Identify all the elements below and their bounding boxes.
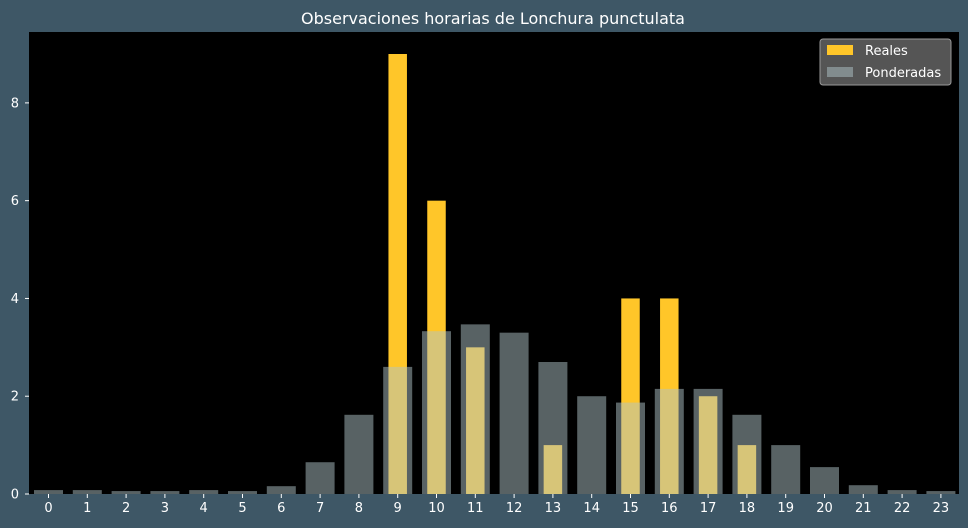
x-tick-label-15: 15 xyxy=(622,501,639,516)
x-tick-label-17: 17 xyxy=(700,501,717,516)
bar-ponderadas-8 xyxy=(344,414,374,494)
y-tick-label-4: 4 xyxy=(11,292,19,307)
x-tick-label-23: 23 xyxy=(933,501,950,516)
legend-label-reales: Reales xyxy=(865,44,908,59)
bar-ponderadas-9 xyxy=(383,366,413,494)
series-ponderadas xyxy=(34,324,956,494)
bar-ponderadas-13 xyxy=(538,362,568,494)
bar-ponderadas-5 xyxy=(228,491,257,494)
x-tick-label-21: 21 xyxy=(855,501,872,516)
bar-ponderadas-6 xyxy=(266,486,296,494)
bar-ponderadas-4 xyxy=(189,490,219,494)
x-tick-label-14: 14 xyxy=(583,501,600,516)
bar-ponderadas-17 xyxy=(693,388,723,494)
x-tick-label-13: 13 xyxy=(545,501,562,516)
bar-ponderadas-3 xyxy=(150,491,180,494)
x-tick-label-7: 7 xyxy=(316,501,324,516)
x-tick-label-4: 4 xyxy=(200,501,208,516)
y-tick-label-8: 8 xyxy=(11,96,19,111)
bar-ponderadas-20 xyxy=(810,467,839,494)
bar-ponderadas-10 xyxy=(422,331,451,494)
x-tick-label-3: 3 xyxy=(161,501,169,516)
bar-ponderadas-1 xyxy=(72,490,102,494)
x-tick-label-6: 6 xyxy=(277,501,285,516)
y-tick-label-0: 0 xyxy=(11,488,19,503)
x-tick-label-9: 9 xyxy=(394,501,402,516)
legend: Reales Ponderadas xyxy=(819,38,952,86)
bar-ponderadas-7 xyxy=(305,462,335,494)
legend-swatch-ponderadas xyxy=(827,67,853,77)
bar-ponderadas-12 xyxy=(499,332,529,494)
x-axis: 0 1 2 3 4 5 6 7 8 9 10 11 12 13 14 15 16 17 18 19 20 21 22 23 xyxy=(44,494,949,516)
y-tick-label-6: 6 xyxy=(11,194,19,209)
x-tick-label-18: 18 xyxy=(739,501,756,516)
bar-ponderadas-14 xyxy=(577,396,607,494)
bar-ponderadas-16 xyxy=(654,388,684,494)
chart-title: Observaciones horarias de Lonchura punct… xyxy=(301,9,685,28)
x-tick-label-11: 11 xyxy=(467,501,484,516)
y-axis: 0 2 4 6 8 xyxy=(11,96,29,503)
bar-ponderadas-22 xyxy=(887,490,917,494)
x-tick-label-0: 0 xyxy=(44,501,52,516)
bar-ponderadas-0 xyxy=(34,490,63,494)
x-tick-label-19: 19 xyxy=(777,501,794,516)
bar-ponderadas-11 xyxy=(460,324,490,494)
x-tick-label-12: 12 xyxy=(506,501,523,516)
x-tick-label-10: 10 xyxy=(428,501,445,516)
x-tick-label-5: 5 xyxy=(238,501,246,516)
x-tick-label-8: 8 xyxy=(355,501,363,516)
x-tick-label-2: 2 xyxy=(122,501,130,516)
x-tick-label-22: 22 xyxy=(894,501,911,516)
bar-ponderadas-15 xyxy=(616,402,645,494)
bar-ponderadas-2 xyxy=(111,491,141,494)
legend-label-ponderadas: Ponderadas xyxy=(865,66,941,81)
y-tick-label-2: 2 xyxy=(11,390,19,405)
x-tick-label-20: 20 xyxy=(816,501,833,516)
bar-ponderadas-19 xyxy=(771,445,801,494)
bar-ponderadas-18 xyxy=(732,414,762,494)
plot-area xyxy=(29,32,959,494)
bar-ponderadas-23 xyxy=(926,491,956,494)
bar-ponderadas-21 xyxy=(848,485,878,494)
x-tick-label-16: 16 xyxy=(661,501,678,516)
x-tick-label-1: 1 xyxy=(83,501,91,516)
legend-swatch-reales xyxy=(827,45,853,55)
